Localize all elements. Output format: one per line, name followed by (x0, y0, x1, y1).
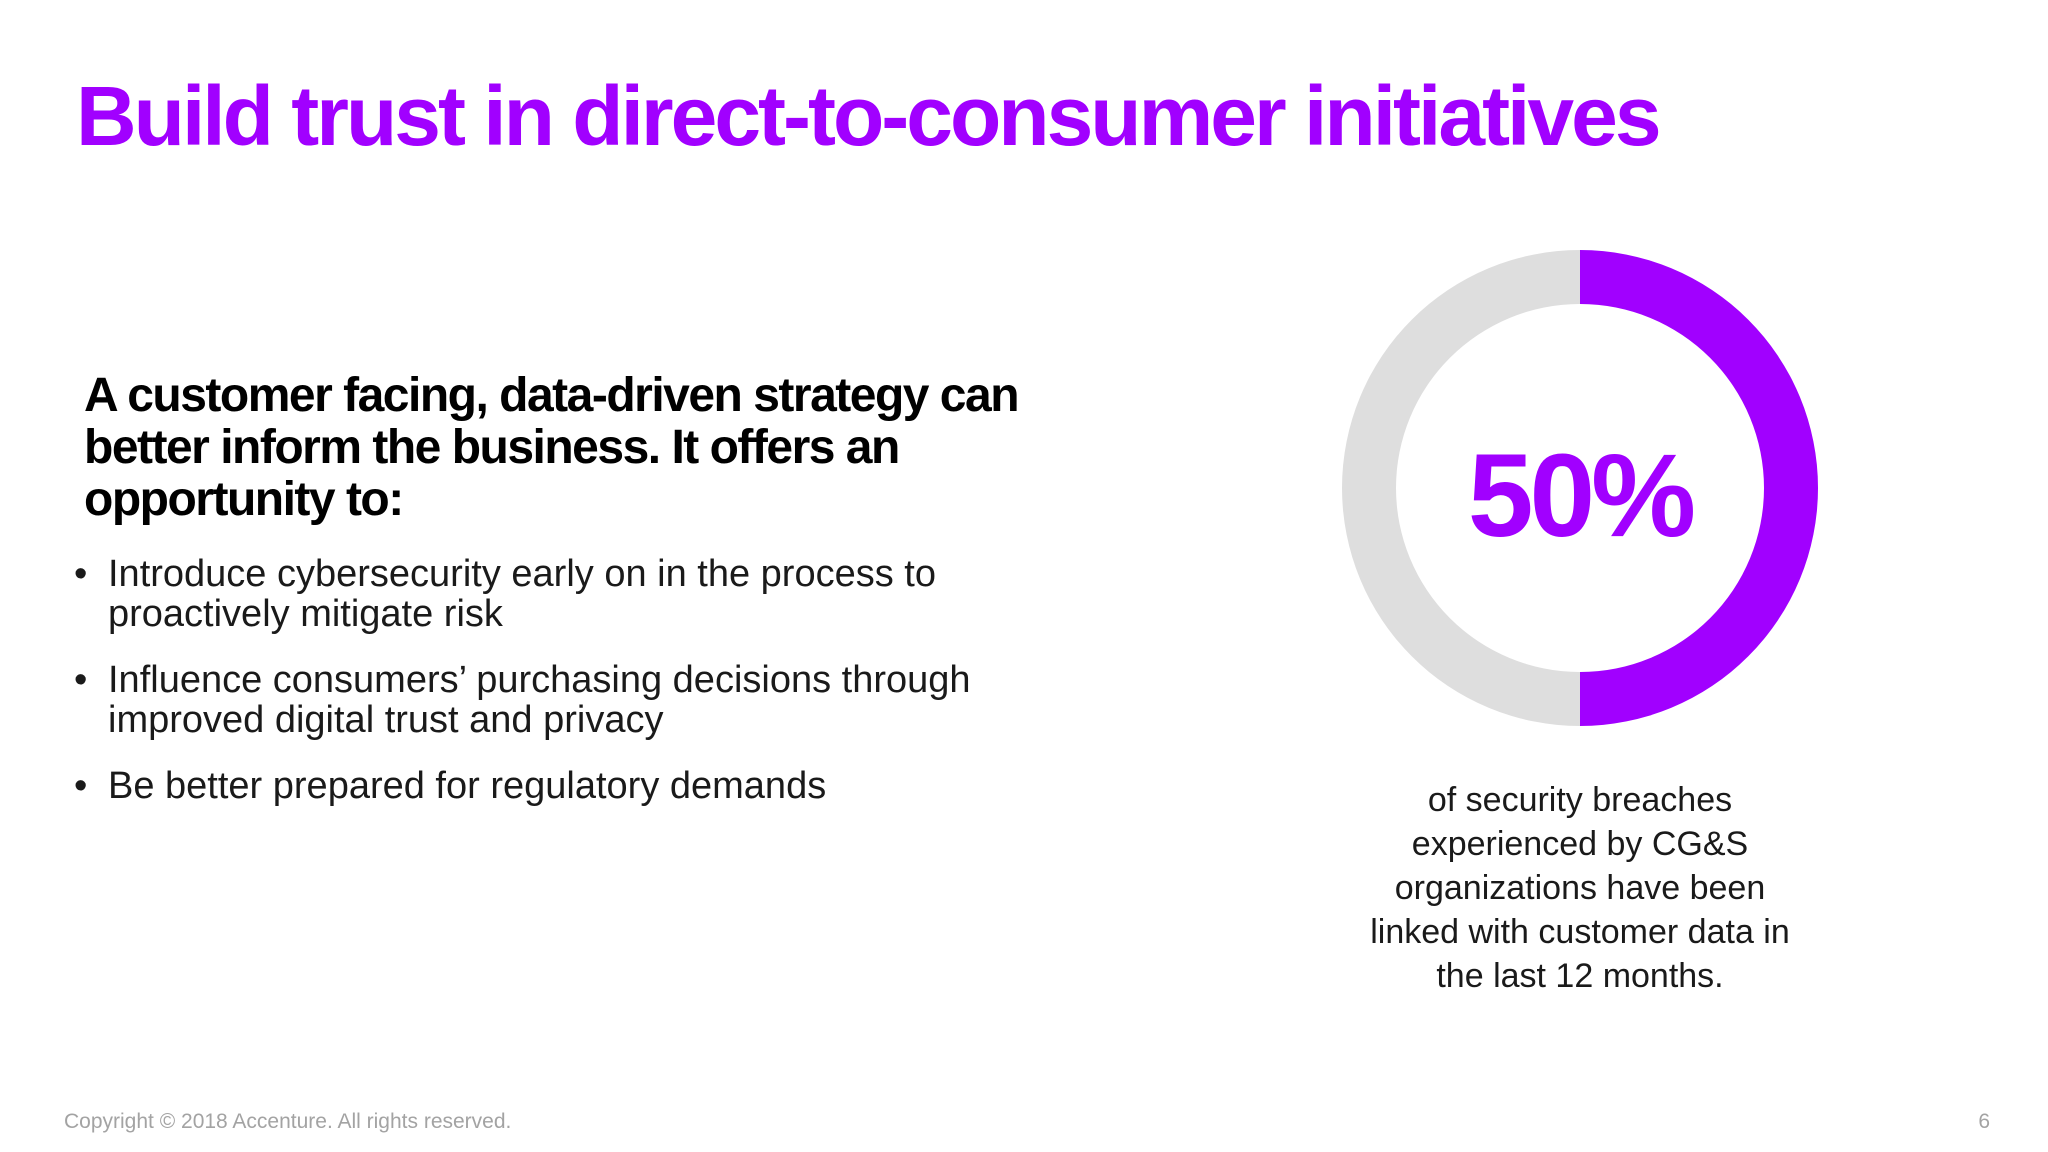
bullet-list: • Introduce cybersecurity early on in th… (72, 554, 1012, 832)
bullet-text-1: Introduce cybersecurity early on in the … (108, 553, 936, 635)
bullet-text-2: Influence consumers’ purchasing decision… (108, 659, 971, 741)
bullet-item-1: • Introduce cybersecurity early on in th… (72, 554, 1012, 634)
donut-chart-svg (1342, 250, 1818, 726)
stat-value: 50% (1467, 430, 1696, 562)
lead-paragraph: A customer facing, data-driven strategy … (84, 369, 1020, 526)
donut-chart: 50% (1338, 246, 1822, 730)
page-number: 6 (1978, 1110, 1990, 1133)
footer-copyright: Copyright © 2018 Accenture. All rights r… (64, 1110, 512, 1133)
bullet-marker: • (74, 553, 88, 595)
bullet-marker: • (74, 765, 88, 807)
bullet-item-2: • Influence consumers’ purchasing decisi… (72, 660, 1012, 740)
bullet-item-3: • Be better prepared for regulatory dema… (72, 766, 1012, 806)
stat-caption: of security breaches experienced by CG&S… (1370, 781, 1790, 995)
donut-slice-1 (1580, 250, 1818, 726)
slide-title: Build trust in direct-to-consumer initia… (76, 69, 1662, 163)
bullet-marker: • (74, 659, 88, 701)
bullet-text-3: Be better prepared for regulatory demand… (108, 765, 827, 807)
donut-slice-2 (1342, 250, 1580, 726)
